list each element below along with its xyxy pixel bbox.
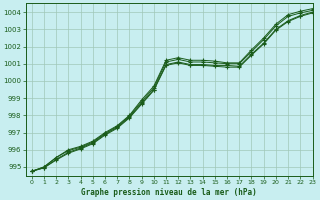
X-axis label: Graphe pression niveau de la mer (hPa): Graphe pression niveau de la mer (hPa) bbox=[81, 188, 257, 197]
